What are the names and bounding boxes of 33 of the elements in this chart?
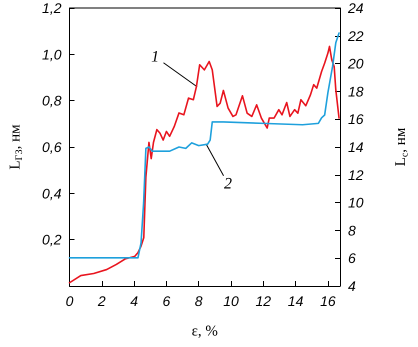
y-axis-title: LГЗ, нм	[8, 124, 25, 170]
y-tick-label: 0,4	[42, 185, 62, 202]
y2-tick-label: 24	[347, 0, 364, 16]
x-axis-title: ε, %	[192, 324, 218, 340]
x-tick-label: 10	[223, 293, 239, 309]
y-tick-label: 0,8	[42, 92, 62, 109]
line-series	[68, 46, 340, 284]
x-tick-label: 2	[96, 293, 106, 309]
x-tick-label: 16	[320, 293, 336, 309]
y-tick-label: 1,2	[42, 0, 62, 16]
y2-tick-label: 12	[348, 166, 364, 183]
y-tick-label: 0,6	[42, 139, 62, 155]
y2-tick-label: 22	[347, 28, 364, 44]
y2-tick-label: 18	[348, 83, 364, 100]
y2-axis-title: Lc, нм	[393, 127, 410, 166]
y2-tick-label: 4	[348, 278, 356, 294]
x-tick-label: 12	[256, 293, 272, 309]
y2-tick-label: 20	[347, 56, 364, 72]
y-tick-label: 0,2	[42, 232, 62, 248]
y2-tick-label: 14	[348, 139, 364, 155]
x-tick-label: 14	[288, 293, 304, 309]
x-tick-label: 0	[66, 293, 74, 309]
y2-tick-label: 8	[348, 222, 356, 238]
y2-tick-label: 16	[348, 111, 364, 128]
y-tick-label: 1,0	[42, 46, 62, 62]
annotation: 1	[151, 48, 160, 66]
x-tick-label: 4	[130, 293, 138, 309]
annotation: 2	[224, 175, 232, 192]
x-tick-label: 8	[194, 293, 203, 309]
y2-tick-label: 6	[348, 250, 356, 266]
y2-tick-label: 10	[348, 194, 364, 211]
line-series	[68, 32, 340, 259]
x-tick-label: 6	[162, 293, 170, 309]
